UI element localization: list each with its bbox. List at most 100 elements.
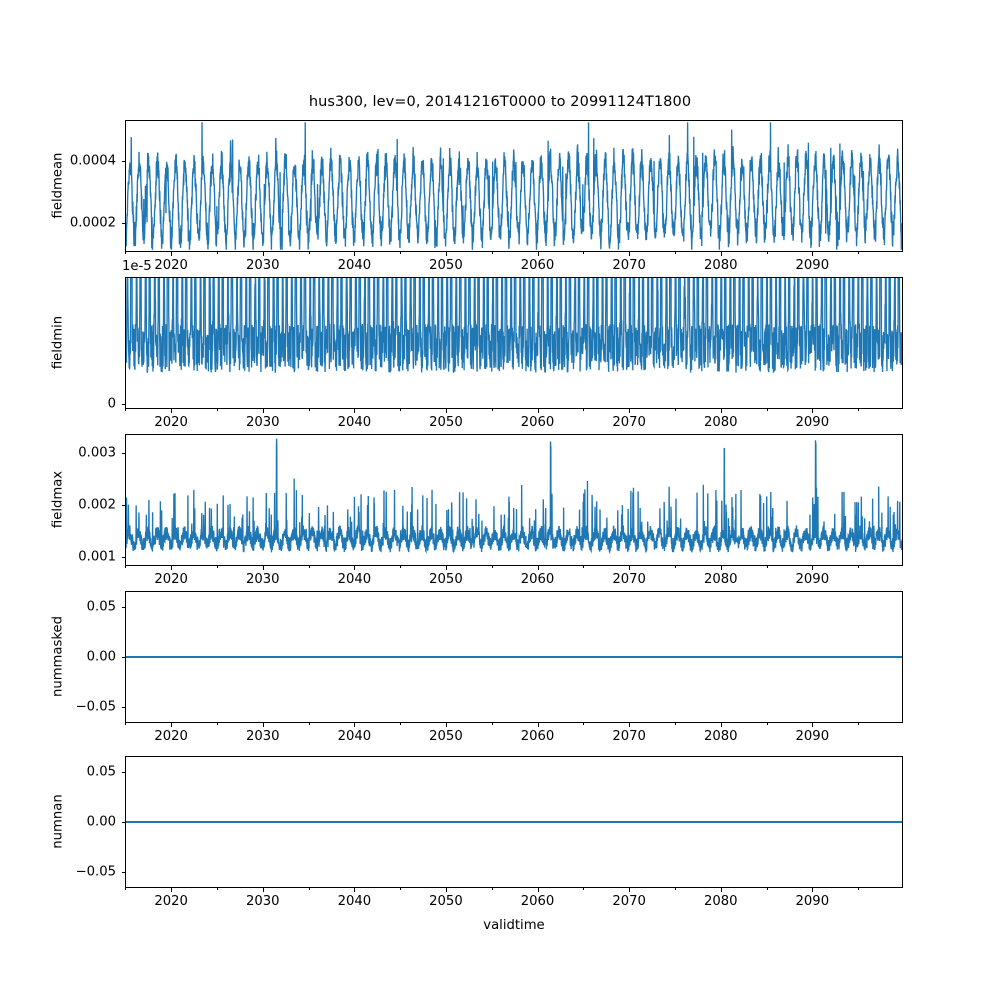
xtick-mark	[262, 252, 264, 256]
xtick-mark-minor	[125, 566, 127, 569]
xtick-label: 2040	[337, 415, 372, 430]
xtick-mark-minor	[125, 409, 127, 412]
xtick-mark	[720, 723, 722, 727]
xtick-label: 2090	[795, 729, 830, 744]
xtick-mark-minor	[766, 409, 768, 412]
ytick-mark	[121, 772, 126, 774]
ytick-mark	[121, 222, 126, 224]
ytick-label: −0.05	[75, 699, 116, 715]
fieldmax-line-series	[126, 435, 902, 565]
xtick-mark-minor	[308, 723, 310, 726]
xtick-label: 2040	[337, 894, 372, 909]
xtick-mark-minor	[216, 409, 218, 412]
xtick-label: 2030	[245, 729, 280, 744]
xtick-mark	[629, 888, 631, 892]
xtick-mark	[171, 888, 173, 892]
xtick-mark-minor	[766, 723, 768, 726]
ylabel-nummasked: nummasked	[50, 616, 66, 698]
xtick-mark-minor	[858, 888, 860, 891]
xtick-mark	[720, 888, 722, 892]
xtick-mark-minor	[491, 566, 493, 569]
xtick-label: 2020	[154, 572, 188, 587]
fieldmean-line-series	[126, 121, 902, 251]
xtick-mark	[537, 888, 539, 892]
xtick-label: 2050	[429, 258, 463, 273]
xtick-label: 2060	[520, 729, 555, 744]
xtick-label: 2080	[703, 415, 738, 430]
xtick-mark-minor	[674, 252, 676, 255]
xtick-label: 2060	[520, 572, 555, 587]
xtick-label: 2040	[337, 729, 372, 744]
ytick-mark	[121, 822, 126, 824]
ylabel-numnan: numnan	[50, 794, 66, 849]
xtick-mark	[262, 723, 264, 727]
xtick-mark	[171, 566, 173, 570]
xtick-label: 2080	[703, 258, 738, 273]
xtick-label: 2020	[154, 894, 188, 909]
plot-panel-nummasked[interactable]	[125, 591, 903, 723]
xtick-mark-minor	[858, 252, 860, 255]
ytick-mark	[121, 557, 126, 559]
ytick-label: 0.0004	[69, 153, 116, 169]
xtick-label: 2080	[703, 894, 738, 909]
plot-panel-fieldmax[interactable]	[125, 434, 903, 566]
xtick-label: 2070	[612, 258, 646, 273]
xtick-label: 2070	[612, 415, 646, 430]
plot-panel-fieldmean[interactable]	[125, 120, 903, 252]
xtick-mark-minor	[308, 409, 310, 412]
xtick-mark-minor	[766, 888, 768, 891]
xtick-mark	[537, 409, 539, 413]
xtick-mark-minor	[858, 723, 860, 726]
xtick-label: 2070	[612, 572, 646, 587]
xtick-mark	[354, 888, 356, 892]
xtick-mark	[812, 566, 814, 570]
xtick-mark-minor	[491, 409, 493, 412]
fieldmin-polyline	[126, 278, 902, 373]
ytick-label: 0.001	[78, 549, 116, 565]
xtick-mark-minor	[583, 252, 585, 255]
xtick-mark	[812, 252, 814, 256]
ytick-label: 0.05	[86, 599, 116, 615]
xtick-mark-minor	[766, 252, 768, 255]
xtick-mark-minor	[400, 566, 402, 569]
ytick-mark	[121, 707, 126, 709]
xtick-mark	[262, 566, 264, 570]
xtick-mark-minor	[858, 409, 860, 412]
ytick-label: 0.05	[86, 764, 116, 780]
figure-title: hus300, lev=0, 20141216T0000 to 20991124…	[308, 94, 692, 110]
xtick-mark	[629, 252, 631, 256]
ylabel-fieldmax: fieldmax	[50, 470, 66, 529]
ytick-label: 0.0002	[69, 215, 116, 231]
xtick-mark-minor	[216, 252, 218, 255]
ytick-mark	[121, 403, 126, 405]
xtick-label: 2060	[520, 894, 555, 909]
xtick-mark-minor	[125, 888, 127, 891]
plot-panel-fieldmin[interactable]	[125, 277, 903, 409]
ylabel-fieldmean: fieldmean	[50, 152, 66, 219]
ytick-mark	[121, 453, 126, 455]
ytick-label: 0	[107, 396, 116, 411]
xtick-mark-minor	[125, 723, 127, 726]
xtick-label: 2050	[429, 894, 463, 909]
ytick-mark	[121, 657, 126, 659]
xtick-label: 2030	[245, 572, 280, 587]
xtick-mark-minor	[400, 252, 402, 255]
xtick-label: 2020	[154, 258, 188, 273]
xtick-label: 2020	[154, 415, 188, 430]
xtick-mark-minor	[674, 888, 676, 891]
xtick-mark-minor	[491, 888, 493, 891]
xtick-mark	[171, 723, 173, 727]
xtick-mark	[445, 723, 447, 727]
xtick-label: 2090	[795, 415, 830, 430]
xtick-mark	[629, 723, 631, 727]
xtick-label: 2050	[429, 415, 463, 430]
plot-panel-numnan[interactable]	[125, 756, 903, 888]
xtick-mark	[537, 566, 539, 570]
xtick-mark	[629, 566, 631, 570]
ytick-label: −0.05	[75, 864, 116, 880]
xtick-mark	[262, 888, 264, 892]
xtick-mark-minor	[308, 566, 310, 569]
xtick-label: 2090	[795, 572, 830, 587]
xtick-mark-minor	[400, 888, 402, 891]
xtick-mark	[812, 888, 814, 892]
